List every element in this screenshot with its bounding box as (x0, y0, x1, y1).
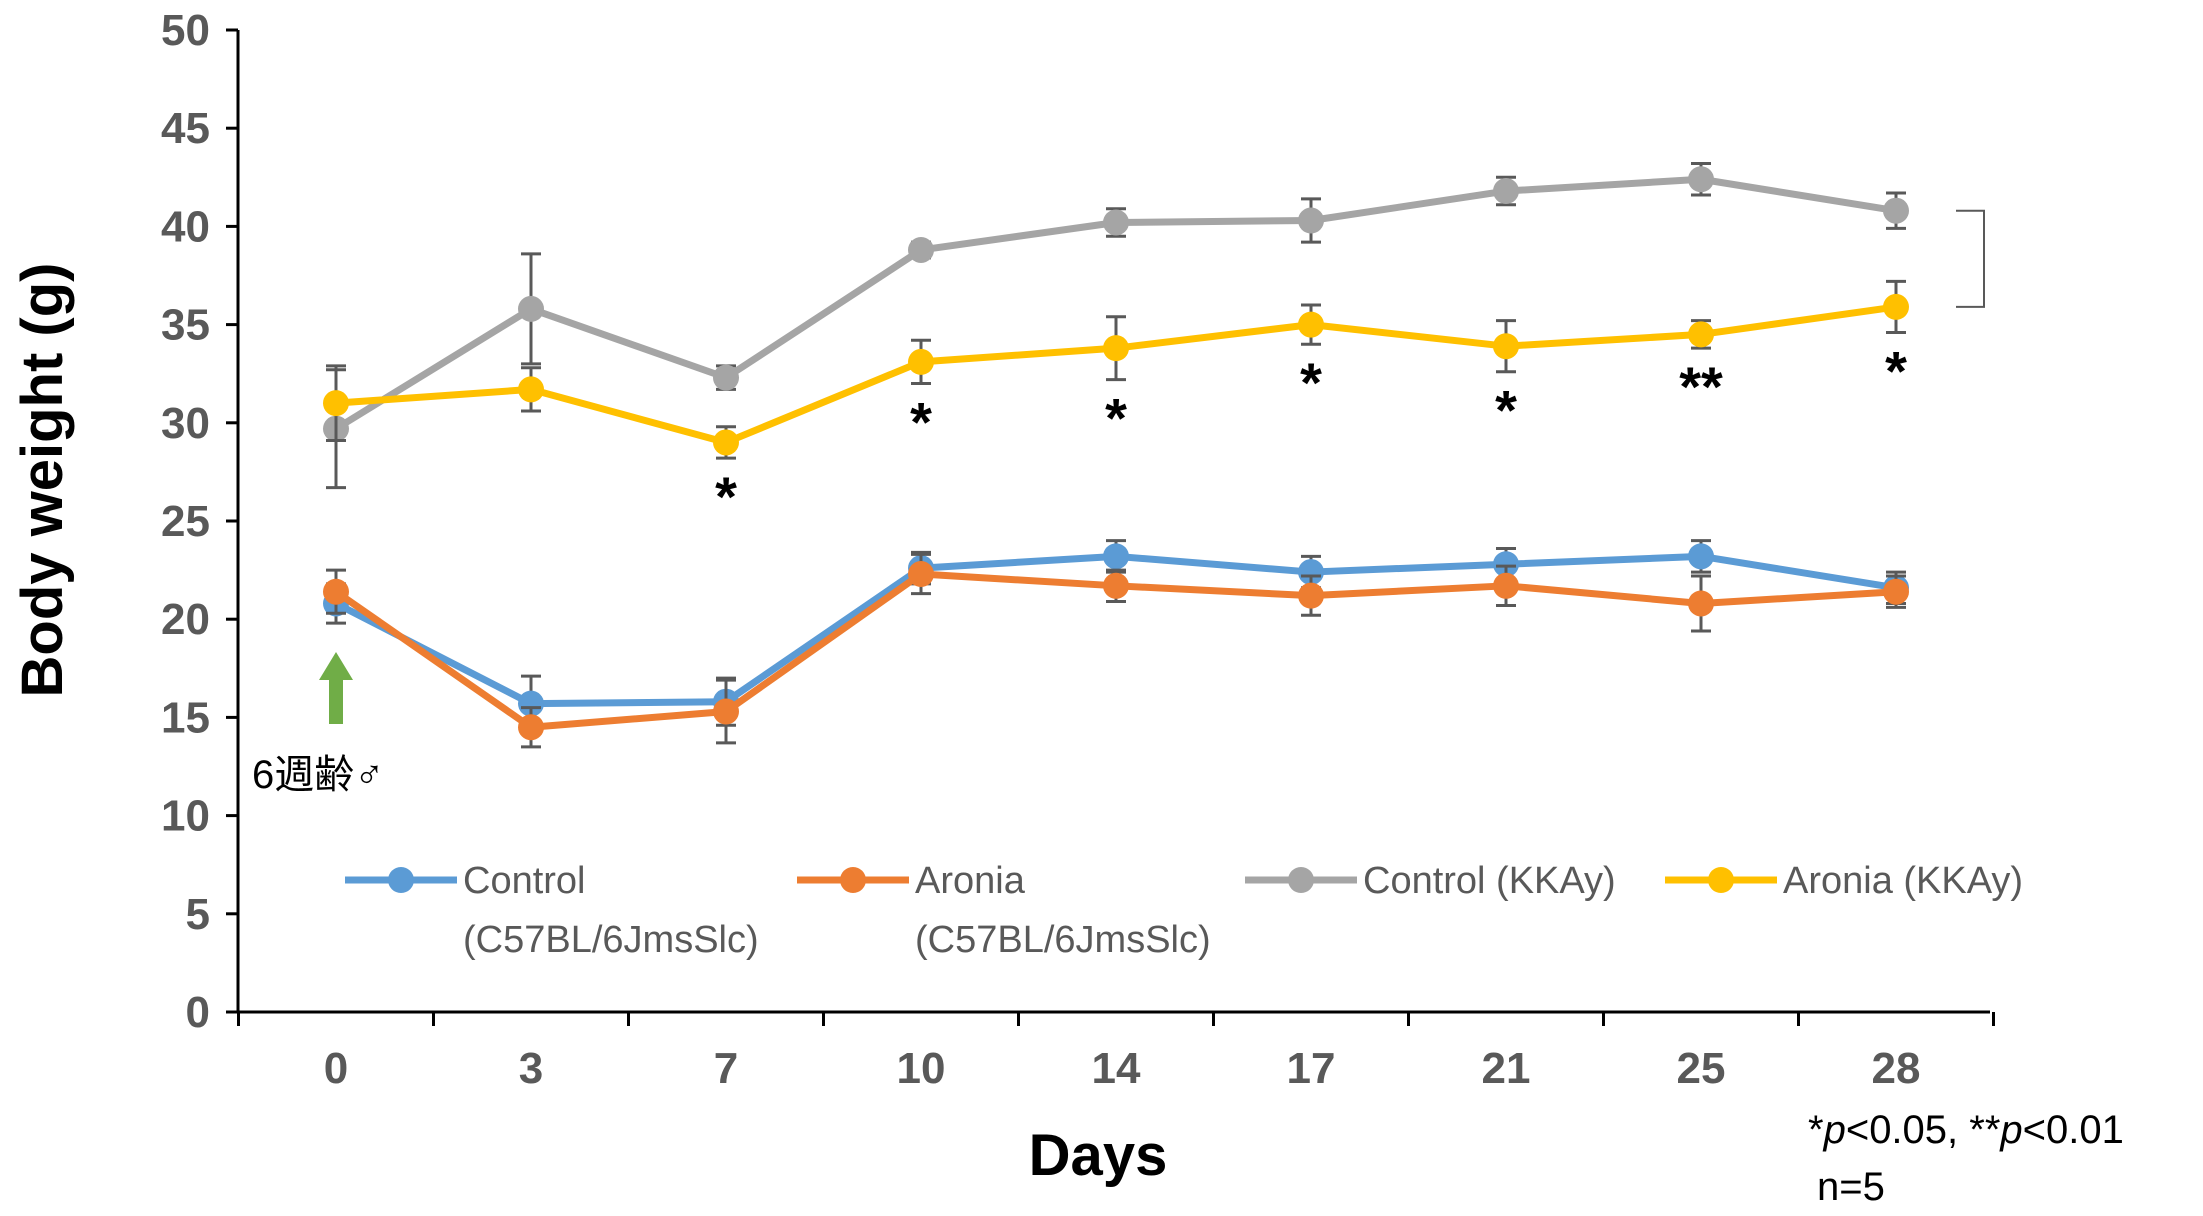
data-point (1103, 543, 1129, 570)
y-tick-label: 10 (161, 792, 210, 841)
series-group (323, 552, 1909, 749)
x-tick-label: 7 (714, 1044, 738, 1093)
series-layer (323, 162, 1909, 749)
data-point (1298, 207, 1324, 234)
legend-label: Aronia (KKAy) (1783, 860, 2023, 902)
data-point (1493, 551, 1519, 578)
y-tick-label: 35 (161, 301, 210, 350)
p-value-footnote: *p<0.05, **p<0.01 (1808, 1108, 2124, 1152)
data-point (518, 295, 544, 322)
x-tick-label: 21 (1482, 1044, 1531, 1093)
data-point (518, 376, 544, 403)
x-tick-label: 0 (324, 1044, 348, 1093)
data-point (323, 578, 349, 605)
age-marker-label: 6週齢♂ (252, 753, 384, 797)
x-tick-label: 3 (519, 1044, 543, 1093)
data-point (518, 714, 544, 741)
legend-label: (C57BL/6JmsSlc) (463, 919, 759, 961)
data-point (1688, 590, 1714, 617)
y-tick-label: 40 (161, 202, 210, 251)
y-tick-label: 20 (161, 595, 210, 644)
y-tick-label: 45 (161, 104, 210, 153)
data-point (713, 364, 739, 391)
data-point (1298, 559, 1324, 586)
sample-size-note: n=5 (1817, 1165, 1885, 1209)
significance-marker: ** (1679, 355, 1723, 418)
footnote-part: <0.01 (2023, 1108, 2124, 1152)
annotations: Body weight (g) Days 6週齢♂ *p<0.05, **p<0… (10, 209, 2124, 1209)
y-tick-label: 25 (161, 497, 210, 546)
significance-marker: * (1885, 339, 1907, 402)
x-tick-label: 17 (1287, 1044, 1336, 1093)
significance-marker: * (715, 465, 737, 528)
data-point (908, 236, 934, 263)
data-point (518, 690, 544, 717)
y-tick-label: 5 (186, 890, 210, 939)
y-axis-title: Body weight (g) (10, 263, 75, 698)
footnote-part: p (1823, 1108, 1846, 1152)
data-point (1103, 335, 1129, 362)
data-point (1298, 582, 1324, 609)
legend-label: Control (463, 860, 586, 902)
legend-label: Aronia (915, 860, 1026, 902)
legend-label: (C57BL/6JmsSlc) (915, 919, 1211, 961)
y-tick-label: 50 (161, 6, 210, 55)
footnote-part: p (1999, 1108, 2022, 1152)
data-point (1688, 543, 1714, 570)
y-tick-label: 15 (161, 693, 210, 742)
x-tick-label: 25 (1677, 1044, 1726, 1093)
footnote-part: <0.05, ** (1846, 1108, 2001, 1152)
data-point (1493, 333, 1519, 360)
legend-swatch-marker (1288, 867, 1314, 893)
arrow-up-icon (319, 652, 353, 724)
x-tick-label: 14 (1092, 1044, 1141, 1093)
data-point (1493, 572, 1519, 599)
legend-swatch-marker (1708, 867, 1734, 893)
x-tick-label: 10 (897, 1044, 946, 1093)
footnote-part: * (1808, 1108, 1824, 1152)
data-point (1298, 311, 1324, 338)
legend: Control (C57BL/6JmsSlc) Aronia (C57BL/6JmsS… (345, 860, 2023, 961)
significance-marker: * (1300, 351, 1322, 414)
axes: 0 5 10 15 20 25 30 35 40 45 50 0 3 7 10 14 17 21 25 28 (161, 6, 1995, 1093)
significance-marker: * (1495, 379, 1517, 442)
data-point (1493, 178, 1519, 205)
y-tick-label: 0 (186, 988, 210, 1037)
significance-marker: * (910, 391, 932, 454)
data-point (1688, 321, 1714, 348)
legend-label: Control (KKAy) (1363, 860, 1616, 902)
y-tick-label: 30 (161, 399, 210, 448)
legend-swatch-marker (840, 867, 866, 893)
data-point (713, 698, 739, 725)
x-axis-title: Days (1029, 1123, 1168, 1188)
data-point (1883, 197, 1909, 224)
data-point (908, 348, 934, 375)
data-point (1103, 209, 1129, 236)
data-point (1103, 572, 1129, 599)
data-point (713, 429, 739, 456)
data-point (1883, 293, 1909, 320)
data-point (908, 561, 934, 588)
significance-bracket (1956, 209, 1985, 308)
significance-marker: * (1105, 387, 1127, 450)
legend-swatch-marker (388, 867, 414, 893)
series-group (323, 279, 1909, 460)
x-tick-label: 28 (1872, 1044, 1921, 1093)
data-point (1688, 166, 1714, 193)
data-point (1883, 578, 1909, 605)
data-point (323, 390, 349, 417)
